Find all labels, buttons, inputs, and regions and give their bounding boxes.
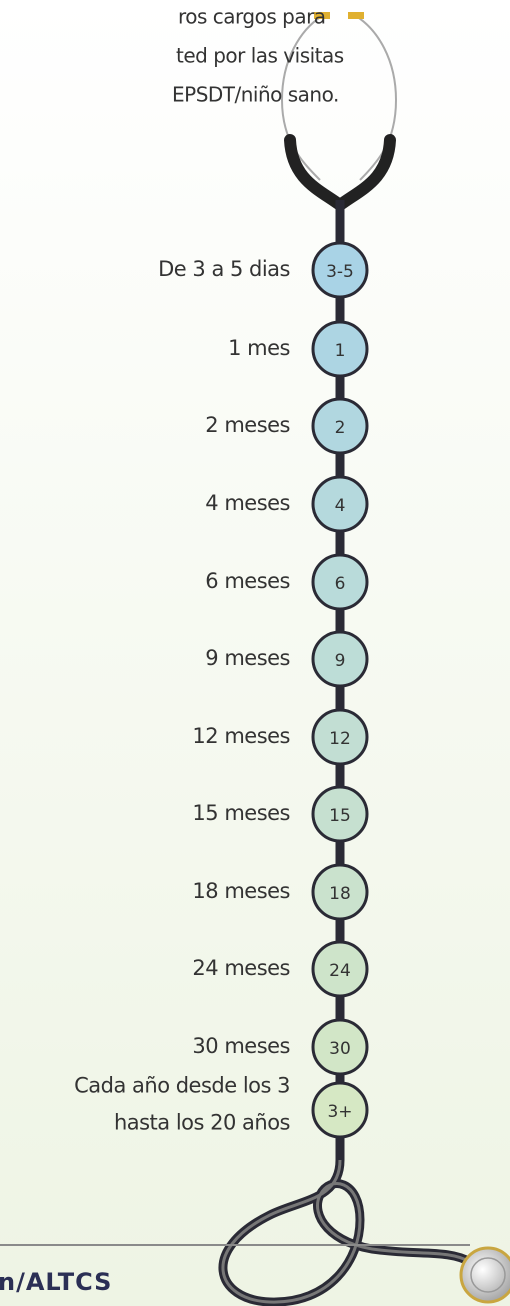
- age-label: hasta los 20 años: [114, 1111, 290, 1135]
- age-label: 2 meses: [205, 413, 290, 437]
- badge-text: 3+: [327, 1102, 352, 1122]
- age-label: 30 meses: [192, 1034, 290, 1058]
- footer-text: n/ALTCS: [0, 1268, 112, 1296]
- badge-text: 6: [335, 574, 346, 594]
- badge-text: 1: [335, 341, 346, 361]
- badge-text: 15: [329, 806, 351, 826]
- age-label: 15 meses: [192, 801, 290, 825]
- age-label: 12 meses: [192, 724, 290, 748]
- age-label: Cada año desde los 3: [74, 1074, 290, 1098]
- intro-line: ted por las visitas: [176, 44, 344, 68]
- badge-text: 12: [329, 729, 351, 749]
- badge-text: 24: [329, 961, 351, 981]
- badge-text: 3-5: [326, 262, 354, 282]
- age-label: 6 meses: [205, 569, 290, 593]
- badge-text: 4: [335, 496, 346, 516]
- age-label: De 3 a 5 dias: [158, 257, 290, 281]
- badge-text: 30: [329, 1039, 351, 1059]
- age-label: 4 meses: [205, 491, 290, 515]
- intro-line: ros cargos para: [178, 5, 326, 29]
- age-label: 24 meses: [192, 956, 290, 980]
- badge-text: 2: [335, 418, 346, 438]
- badge-text: 18: [329, 884, 351, 904]
- age-label: 1 mes: [228, 336, 290, 360]
- age-label: 18 meses: [192, 879, 290, 903]
- page: ros cargos para ted por las visitas EPSDT/…: [0, 0, 510, 1306]
- badge-text: 9: [335, 651, 346, 671]
- age-label: 9 meses: [205, 646, 290, 670]
- intro-line: EPSDT/niño sano.: [172, 83, 339, 107]
